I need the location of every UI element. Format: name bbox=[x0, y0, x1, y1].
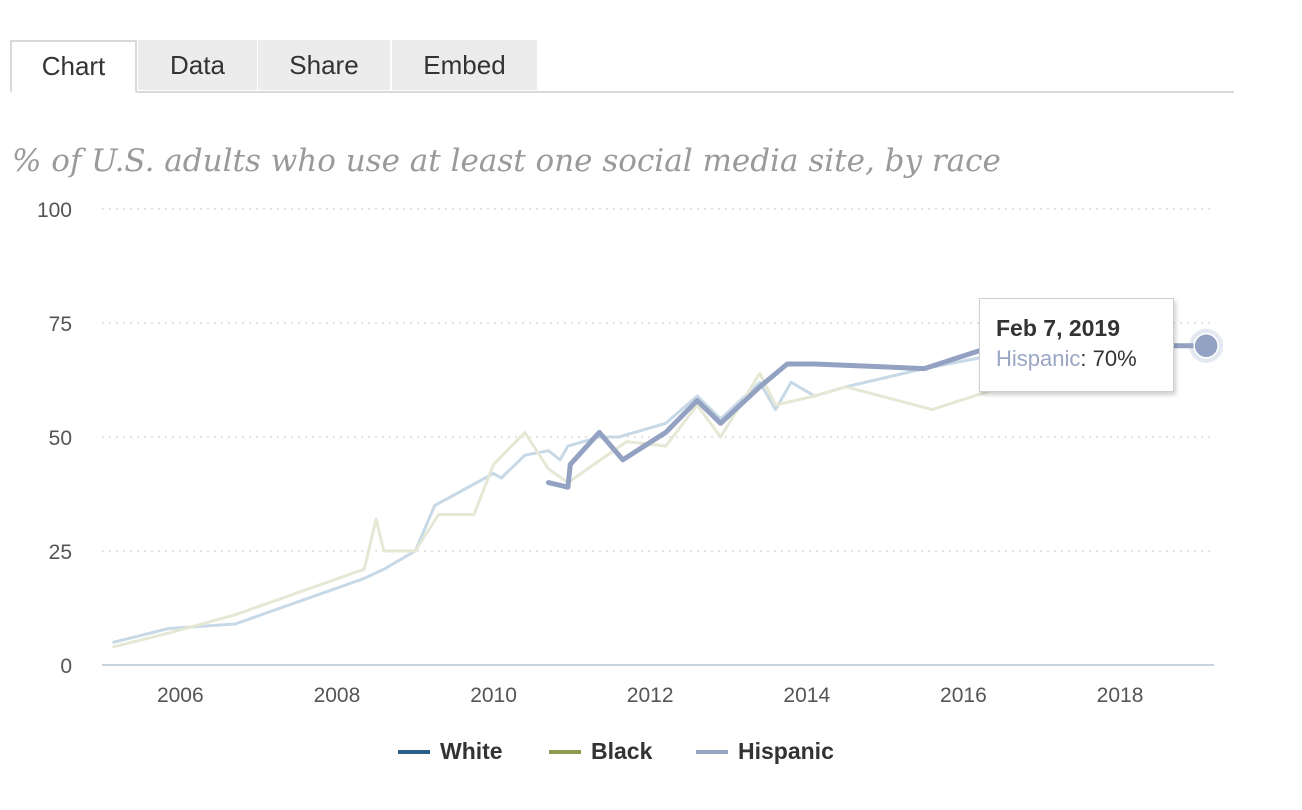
x-tick-label: 2014 bbox=[783, 684, 830, 707]
x-tick-label: 2012 bbox=[627, 684, 674, 707]
tooltip-date: Feb 7, 2019 bbox=[996, 315, 1121, 341]
tab-data[interactable]: Data bbox=[138, 40, 257, 90]
y-tick-label: 0 bbox=[60, 655, 72, 678]
tooltip-series: Hispanic bbox=[996, 346, 1081, 371]
legend-item-white[interactable]: White bbox=[398, 738, 503, 765]
y-tick-label: 25 bbox=[49, 541, 72, 564]
x-tick-label: 2016 bbox=[940, 684, 987, 707]
tooltip-value: 70% bbox=[1092, 346, 1137, 371]
tab-bar: Chart Data Share Embed bbox=[10, 40, 1234, 93]
legend-item-hispanic[interactable]: Hispanic bbox=[696, 738, 834, 765]
x-tick-label: 2018 bbox=[1097, 684, 1144, 707]
chart-title: % of U.S. adults who use at least one so… bbox=[12, 143, 1001, 179]
x-tick-label: 2006 bbox=[157, 684, 204, 707]
legend-swatch-white bbox=[398, 749, 430, 754]
series-line-white bbox=[112, 344, 1130, 644]
tooltip-row: Hispanic: 70% bbox=[996, 346, 1137, 371]
tab-embed[interactable]: Embed bbox=[392, 40, 537, 90]
legend-label-black: Black bbox=[591, 738, 653, 764]
tab-share[interactable]: Share bbox=[258, 40, 390, 90]
tooltip: Feb 7, 2019 Hispanic: 70% bbox=[979, 298, 1174, 392]
highlight-point bbox=[1193, 333, 1219, 359]
y-tick-label: 75 bbox=[49, 313, 72, 336]
series-line-hispanic bbox=[545, 343, 1209, 490]
x-tick-label: 2010 bbox=[470, 684, 517, 707]
series-line-black bbox=[112, 348, 1130, 649]
y-tick-label: 100 bbox=[37, 199, 72, 222]
legend-label-hispanic: Hispanic bbox=[738, 738, 834, 764]
line-chart: 0 25 50 75 100 2006 2008 2010 2012 2014 2016 2018 bbox=[37, 199, 1224, 707]
legend-swatch-black bbox=[549, 749, 581, 754]
legend-label-white: White bbox=[440, 738, 503, 764]
legend-swatch-hispanic bbox=[696, 749, 728, 754]
legend: White Black Hispanic bbox=[0, 738, 1240, 778]
legend-item-black[interactable]: Black bbox=[549, 738, 652, 765]
x-tick-label: 2008 bbox=[314, 684, 361, 707]
y-tick-label: 50 bbox=[49, 427, 72, 450]
tab-chart[interactable]: Chart bbox=[10, 40, 137, 93]
